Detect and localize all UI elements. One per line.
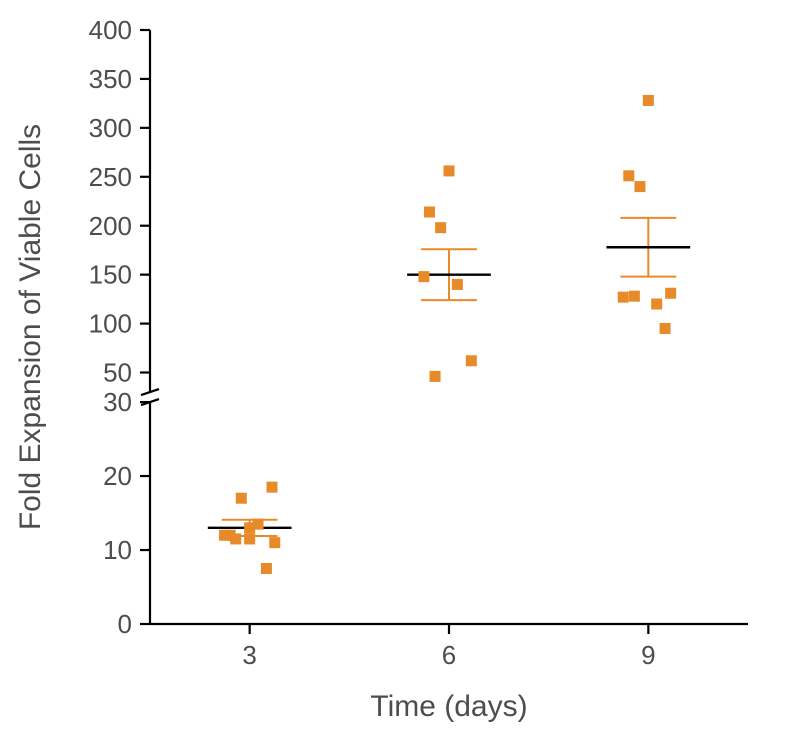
data-point: [665, 288, 676, 299]
data-point: [244, 533, 255, 544]
data-point: [623, 170, 634, 181]
x-axis-label: Time (days): [370, 690, 527, 723]
scatter-chart: 0 10 20 3050 100 150 200 250 300 350 400 3 6 9 Time (d…: [0, 0, 788, 744]
data-point: [261, 563, 272, 574]
y-tick-label: 0: [118, 609, 132, 639]
x-tick-label: 9: [641, 640, 655, 670]
y-tick-label: 150: [89, 260, 132, 290]
y-tick-label: 20: [103, 461, 132, 491]
data-point: [444, 165, 455, 176]
data-point: [424, 207, 435, 218]
data-point: [219, 530, 230, 541]
y-tick-label: 50: [103, 358, 132, 388]
data-point: [643, 95, 654, 106]
data-point: [236, 493, 247, 504]
x-tick-label: 6: [442, 640, 456, 670]
data-point: [660, 323, 671, 334]
y-axis-label: Fold Expansion of Viable Cells: [14, 124, 47, 530]
data-point: [651, 299, 662, 310]
y-tick-label: 10: [103, 535, 132, 565]
data-point: [418, 271, 429, 282]
data-point: [629, 291, 640, 302]
y-tick-label: 350: [89, 64, 132, 94]
data-point: [634, 181, 645, 192]
y-tick-label: 200: [89, 211, 132, 241]
data-point: [230, 533, 241, 544]
y-tick-label: 30: [103, 387, 132, 417]
x-tick-label: 3: [242, 640, 256, 670]
data-point: [452, 279, 463, 290]
data-point: [466, 355, 477, 366]
data-point: [618, 292, 629, 303]
data-point: [269, 537, 280, 548]
y-tick-label: 300: [89, 113, 132, 143]
data-point: [244, 522, 255, 533]
data-point: [430, 371, 441, 382]
y-tick-label: 250: [89, 162, 132, 192]
y-tick-label: 400: [89, 15, 132, 45]
data-point: [435, 222, 446, 233]
chart-container: 0 10 20 3050 100 150 200 250 300 350 400 3 6 9 Time (d…: [0, 0, 788, 744]
data-point: [266, 482, 277, 493]
y-tick-label: 100: [89, 309, 132, 339]
